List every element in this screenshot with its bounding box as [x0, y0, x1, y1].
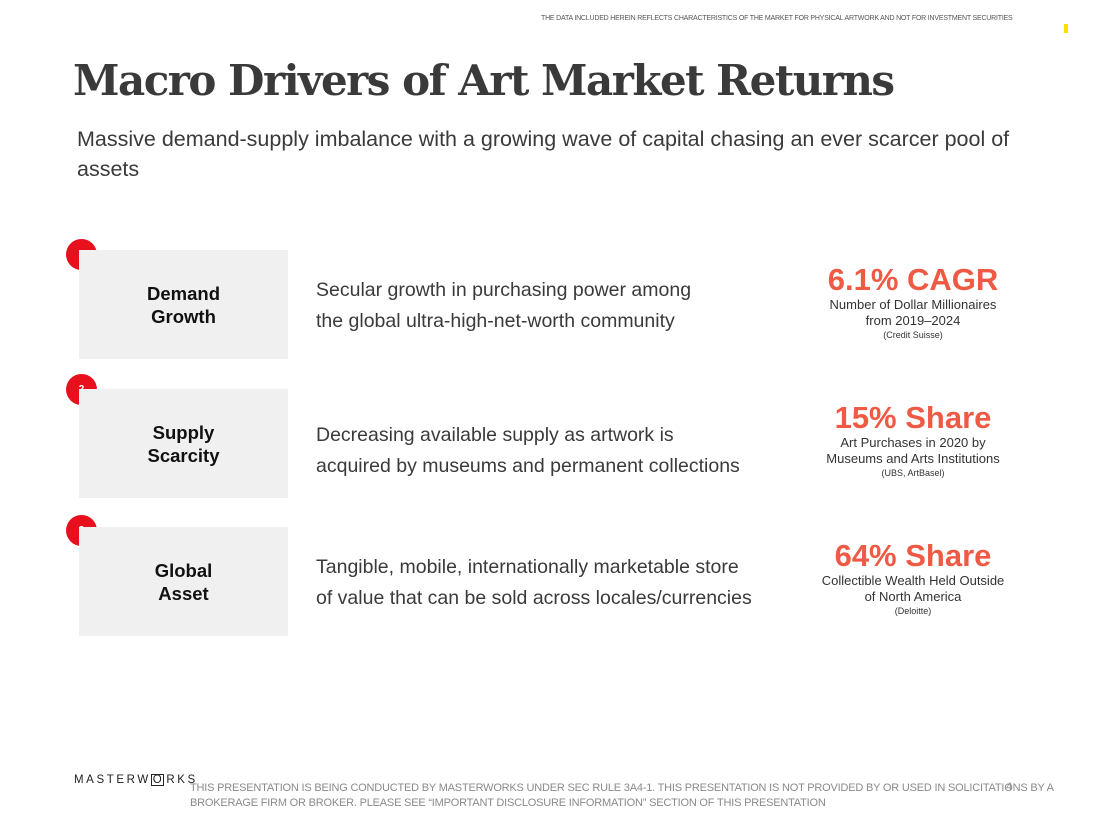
stat-source: (Deloitte) [894, 606, 932, 616]
driver-label: Demand Growth [147, 282, 220, 327]
stat-source: (Credit Suisse) [883, 330, 943, 340]
stat-value: 64% Share [834, 538, 992, 573]
stat-caption: Collectible Wealth Held Outside of North… [821, 573, 1005, 604]
driver-label-box: Supply Scarcity [79, 389, 288, 498]
top-disclaimer: THE DATA INCLUDED HEREIN REFLECTS CHARAC… [541, 15, 1013, 22]
page-number: 4 [1006, 781, 1013, 793]
driver-row-demand: 1 Demand Growth Secular growth in purcha… [0, 239, 1100, 359]
yellow-marker [1064, 24, 1068, 33]
driver-row-global: 3 Global Asset Tangible, mobile, interna… [0, 515, 1100, 636]
footer-disclosure: THIS PRESENTATION IS BEING CONDUCTED BY … [190, 782, 1054, 809]
driver-stat: 15% Share Art Purchases in 2020 by Museu… [800, 401, 1026, 479]
driver-label-box: Demand Growth [79, 250, 288, 359]
driver-description: Decreasing available supply as artwork i… [316, 424, 740, 477]
stat-source: (UBS, ArtBasel) [881, 468, 945, 478]
driver-label: Global Asset [154, 559, 213, 604]
driver-stat: 64% Share Collectible Wealth Held Outsid… [800, 539, 1026, 617]
stat-caption: Art Purchases in 2020 by Museums and Art… [826, 435, 1000, 466]
stat-caption: Number of Dollar Millionaires from 2019–… [829, 297, 997, 328]
driver-row-supply: 2 Supply Scarcity Decreasing available s… [0, 374, 1100, 498]
page-subtitle: Massive demand-supply imbalance with a g… [77, 127, 1010, 181]
page-title: Macro Drivers of Art Market Returns [73, 56, 895, 105]
driver-stat: 6.1% CAGR Number of Dollar Millionaires … [800, 263, 1026, 341]
driver-label: Supply Scarcity [147, 421, 220, 466]
stat-value: 15% Share [834, 400, 992, 435]
driver-label-box: Global Asset [79, 527, 288, 636]
stat-value: 6.1% CAGR [827, 262, 999, 297]
driver-description: Tangible, mobile, internationally market… [316, 556, 752, 609]
masterworks-logo: MASTERW O RKS [74, 774, 198, 786]
driver-description: Secular growth in purchasing power among… [316, 279, 692, 332]
